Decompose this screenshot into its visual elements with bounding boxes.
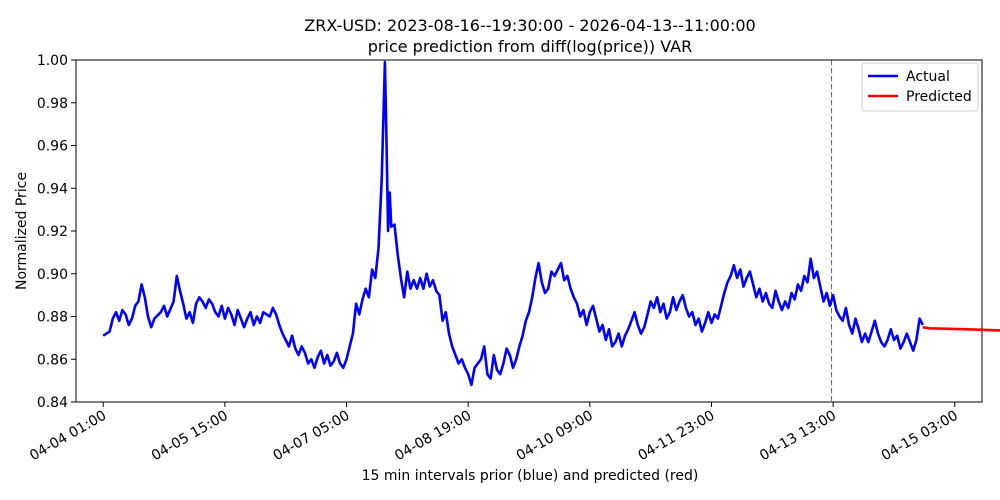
legend-label-actual: Actual bbox=[906, 69, 950, 85]
y-tick-label: 0.92 bbox=[37, 224, 68, 240]
y-axis: 0.84 0.86 0.88 0.90 0.92 0.94 0.96 0.98 1.00 bbox=[37, 53, 76, 411]
y-axis-label: Normalized Price bbox=[14, 172, 30, 290]
x-tick-label: 04-07 05:00 bbox=[270, 408, 352, 465]
x-tick-label: 04-04 01:00 bbox=[27, 408, 109, 465]
y-tick-label: 0.94 bbox=[37, 181, 68, 197]
y-tick-label: 0.88 bbox=[37, 310, 68, 326]
y-tick-label: 0.96 bbox=[37, 139, 68, 155]
x-tick-label: 04-08 19:00 bbox=[392, 408, 474, 465]
series-line-actual bbox=[102, 60, 924, 387]
legend: Actual Predicted bbox=[861, 62, 979, 112]
plot-area bbox=[76, 60, 982, 402]
y-tick-label: 0.84 bbox=[37, 395, 68, 411]
x-tick-label: 04-05 15:00 bbox=[149, 408, 231, 465]
plot-frame bbox=[75, 59, 983, 403]
y-tick-label: 0.98 bbox=[37, 96, 68, 112]
series-line-predicted bbox=[922, 325, 1000, 332]
y-tick-label: 0.90 bbox=[37, 267, 68, 283]
x-axis-label: 15 min intervals prior (blue) and predic… bbox=[362, 468, 699, 484]
x-tick-label: 04-15 03:00 bbox=[879, 408, 961, 465]
y-tick-label: 1.00 bbox=[37, 53, 68, 69]
y-tick-label: 0.86 bbox=[37, 352, 68, 368]
x-tick-label: 04-10 09:00 bbox=[514, 408, 596, 465]
x-tick-label: 04-13 13:00 bbox=[757, 408, 839, 465]
chart-title: ZRX-USD: 2023-08-16--19:30:00 - 2026-04-… bbox=[304, 16, 755, 35]
legend-label-predicted: Predicted bbox=[906, 89, 972, 105]
x-axis: 04-04 01:00 04-05 15:00 04-07 05:00 04-08 1… bbox=[27, 402, 961, 464]
x-tick-label: 04-11 23:00 bbox=[635, 408, 717, 465]
chart-subtitle: price prediction from diff(log(price)) V… bbox=[368, 37, 692, 56]
